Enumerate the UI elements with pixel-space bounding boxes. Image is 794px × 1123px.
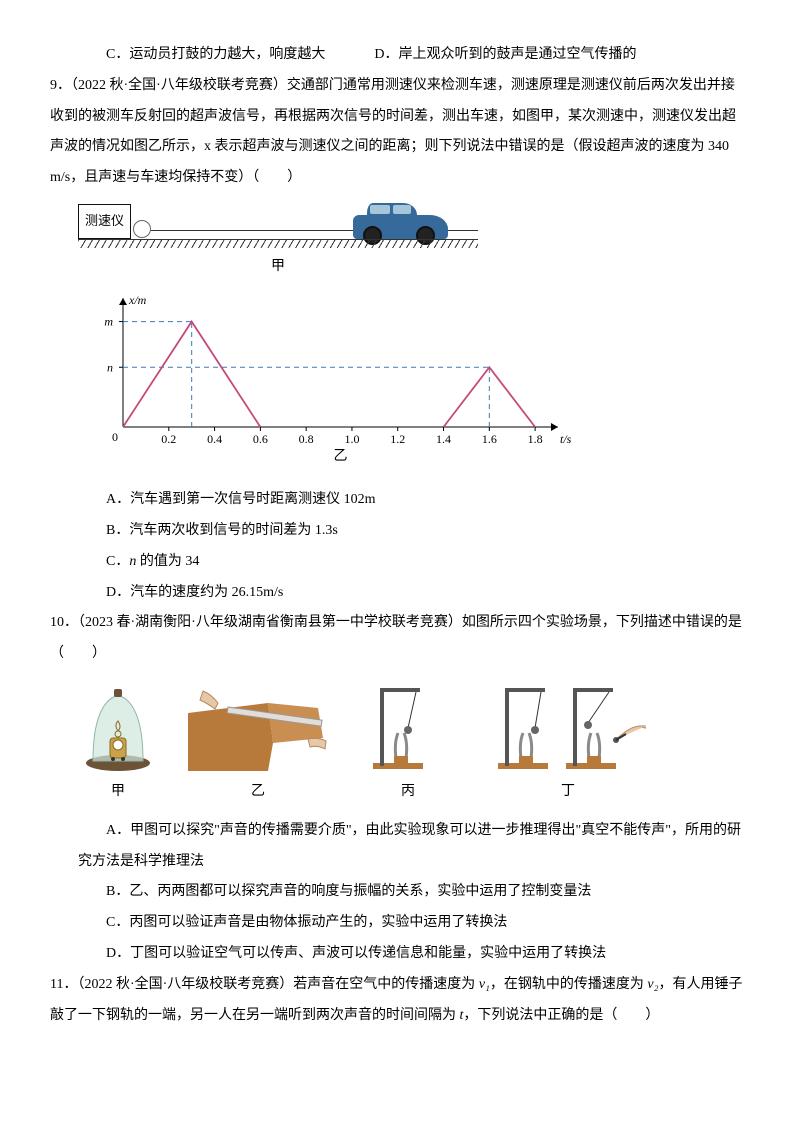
q10-figures: 甲 乙 丙: [50, 678, 744, 808]
exp-jia: 甲: [78, 683, 158, 808]
svg-text:x/m: x/m: [128, 293, 147, 307]
q10-stem: 10．（2023 春·湖南衡阳·八年级湖南省衡南县第一中学校联考竞赛）如图所示四…: [50, 608, 744, 670]
q9-figure-yi: 0 0.2 0.4 0.6 0.8 1.0 1.2 1.4 1.6 1.8 n m t/s x/m 乙: [78, 292, 578, 462]
svg-text:1.6: 1.6: [482, 432, 497, 446]
fig-jia-label: 甲: [78, 252, 478, 283]
road: [151, 230, 478, 239]
svg-text:n: n: [107, 361, 113, 375]
svg-text:乙: 乙: [334, 448, 348, 462]
q9-stem: 9．（2022 秋·全国·八年级校联考竞赛）交通部门通常用测速仪来检测车速，测速…: [50, 71, 744, 194]
svg-text:1.0: 1.0: [344, 432, 359, 446]
exp-ding: 丁: [488, 678, 648, 808]
svg-text:t/s: t/s: [560, 432, 572, 446]
car-icon: [353, 215, 448, 239]
svg-text:0.6: 0.6: [253, 432, 268, 446]
svg-text:m: m: [104, 315, 113, 329]
exp-yi: 乙: [188, 683, 328, 808]
device-label: 测速仪: [78, 204, 131, 239]
emitter-icon: [133, 220, 151, 238]
svg-text:0.4: 0.4: [207, 432, 222, 446]
svg-text:1.4: 1.4: [436, 432, 451, 446]
q10-opt-d: D．丁图可以验证空气可以传声、声波可以传递信息和能量，实验中运用了转换法: [50, 939, 744, 970]
q9-figure-jia: 测速仪 甲 0 0.2 0.4 0.6 0.8 1.0 1.2 1.4 1.6 1.8 n m t/s x…: [78, 204, 744, 475]
q9-opt-a: A．汽车遇到第一次信号时距离测速仪 102m: [50, 485, 744, 516]
prev-opt-c: C．运动员打鼓的力越大，响度越大: [106, 47, 325, 62]
exp-bing: 丙: [358, 678, 458, 808]
q10-opt-c: C．丙图可以验证声音是由物体振动产生的，实验中运用了转换法: [50, 908, 744, 939]
q11-stem: 11．（2022 秋·全国·八年级校联考竞赛）若声音在空气中的传播速度为 v₁，…: [50, 970, 744, 1032]
q9-opt-b: B．汽车两次收到信号的时间差为 1.3s: [50, 516, 744, 547]
svg-text:1.8: 1.8: [528, 432, 543, 446]
svg-text:0: 0: [112, 430, 118, 444]
q9-opt-c: C．n 的值为 34: [50, 547, 744, 578]
svg-text:0.2: 0.2: [161, 432, 176, 446]
prev-opt-c-d: C．运动员打鼓的力越大，响度越大 D．岸上观众听到的鼓声是通过空气传播的: [50, 40, 744, 71]
q9-opt-d: D．汽车的速度约为 26.15m/s: [50, 578, 744, 609]
prev-opt-d: D．岸上观众听到的鼓声是通过空气传播的: [374, 47, 636, 62]
q10-opt-b: B．乙、丙两图都可以探究声音的响度与振幅的关系，实验中运用了控制变量法: [50, 877, 744, 908]
svg-text:1.2: 1.2: [390, 432, 405, 446]
svg-text:0.8: 0.8: [299, 432, 314, 446]
q10-opt-a: A．甲图可以探究"声音的传播需要介质"，由此实验现象可以进一步推理得出"真空不能…: [50, 816, 744, 878]
